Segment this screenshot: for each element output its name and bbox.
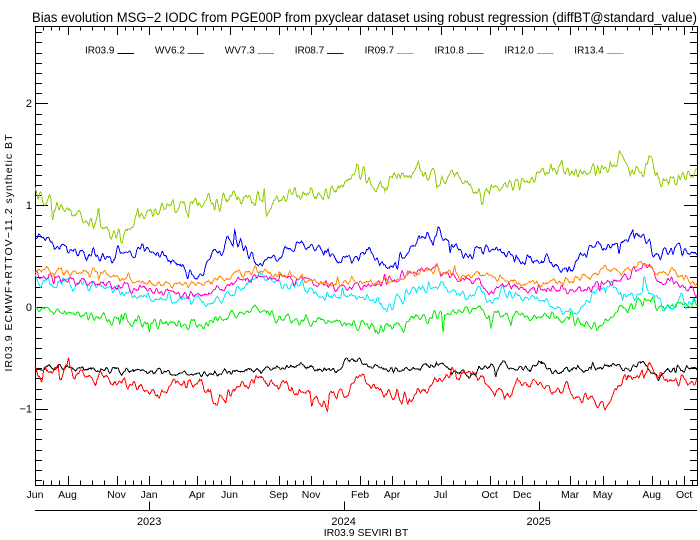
svg-text:IR03.9 SEVIRI BT: IR03.9 SEVIRI BT (324, 527, 409, 539)
svg-text:Mar: Mar (561, 489, 580, 501)
svg-text:IR03.9: IR03.9 (85, 46, 115, 57)
svg-text:2024: 2024 (331, 516, 355, 528)
svg-text:WV6.2: WV6.2 (155, 46, 185, 57)
svg-text:IR08.7: IR08.7 (295, 46, 325, 57)
svg-text:1: 1 (26, 200, 32, 212)
svg-text:IR09.7: IR09.7 (365, 46, 395, 57)
svg-text:Jun: Jun (221, 489, 238, 501)
svg-text:Apr: Apr (384, 489, 401, 501)
svg-text:Apr: Apr (189, 489, 206, 501)
svg-text:Aug: Aug (642, 489, 661, 501)
svg-text:Dec: Dec (513, 489, 532, 501)
svg-text:IR10.8: IR10.8 (435, 46, 465, 57)
svg-text:2025: 2025 (526, 516, 550, 528)
svg-text:Jan: Jan (141, 489, 158, 501)
svg-text:2: 2 (26, 98, 32, 110)
svg-text:IR12.0: IR12.0 (504, 46, 534, 57)
svg-text:IR13.4: IR13.4 (574, 46, 604, 57)
svg-text:May: May (593, 489, 614, 501)
svg-text:Bias evolution MSG−2 IODC from: Bias evolution MSG−2 IODC from PGE00P fr… (32, 10, 697, 25)
svg-text:Feb: Feb (351, 489, 369, 501)
svg-text:Jul: Jul (434, 489, 447, 501)
svg-text:Nov: Nov (302, 489, 321, 501)
svg-text:Aug: Aug (58, 489, 77, 501)
svg-text:2023: 2023 (137, 516, 161, 528)
svg-text:Nov: Nov (107, 489, 126, 501)
svg-text:IR03.9 ECMWF+RTTOV−11.2 synthe: IR03.9 ECMWF+RTTOV−11.2 synthetic BT (3, 134, 15, 372)
svg-text:Oct: Oct (482, 489, 498, 501)
svg-text:WV7.3: WV7.3 (225, 46, 255, 57)
svg-text:Oct: Oct (676, 489, 692, 501)
svg-text:Sep: Sep (269, 489, 288, 501)
svg-text:−1: −1 (19, 404, 32, 416)
svg-text:Jun: Jun (27, 489, 44, 501)
svg-text:0: 0 (26, 302, 32, 314)
